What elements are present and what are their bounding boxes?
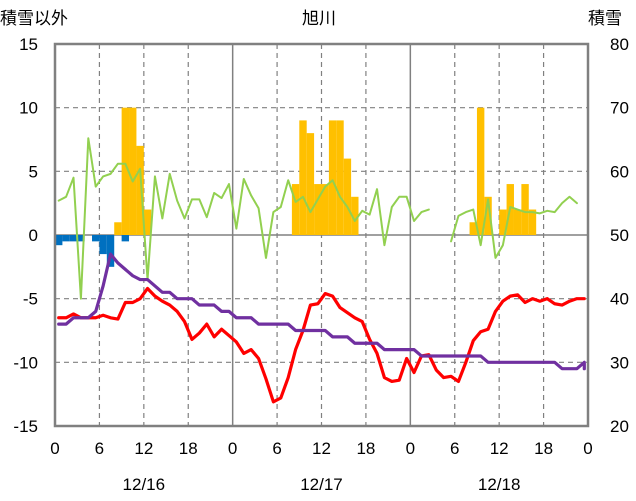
bar-blue-3 xyxy=(77,235,85,242)
left-tick-label: -5 xyxy=(23,290,38,309)
bar-blue-6 xyxy=(99,235,107,255)
right-tick-label: 80 xyxy=(610,35,629,54)
bar-yellow-40 xyxy=(351,196,359,235)
bar-yellow-64 xyxy=(528,209,537,235)
bar-yellow-35 xyxy=(314,184,322,235)
right-tick-label: 50 xyxy=(610,226,629,245)
bar-yellow-10 xyxy=(129,107,137,235)
date-label: 12/17 xyxy=(300,475,343,494)
bar-yellow-12 xyxy=(143,209,152,235)
x-tick-label: 18 xyxy=(179,439,198,458)
left-tick-label: 0 xyxy=(29,226,38,245)
bar-yellow-62 xyxy=(513,209,522,235)
bar-yellow-60 xyxy=(499,209,507,235)
line-purple xyxy=(57,252,586,371)
bar-yellow-8 xyxy=(114,222,122,235)
series-lines xyxy=(57,137,586,404)
x-tick-label: 18 xyxy=(534,439,553,458)
x-tick-label: 18 xyxy=(356,439,375,458)
left-tick-label: 5 xyxy=(29,162,38,181)
x-tick-label: 6 xyxy=(95,439,104,458)
date-label: 12/16 xyxy=(123,475,166,494)
bar-blue-5 xyxy=(92,235,100,242)
x-tick-label: 6 xyxy=(450,439,459,458)
x-tick-label: 0 xyxy=(50,439,59,458)
x-tick-label: 12 xyxy=(134,439,153,458)
bar-yellow-38 xyxy=(336,120,344,235)
chart-title: 旭川 xyxy=(302,9,336,29)
bar-blue-0 xyxy=(55,235,63,246)
right-tick-label: 20 xyxy=(610,417,629,436)
plot-frame xyxy=(53,42,590,428)
left-axis-label: 積雪以外 xyxy=(0,9,68,29)
bar-yellow-9 xyxy=(121,107,130,235)
bar-yellow-58 xyxy=(484,196,492,235)
line-green-1 xyxy=(57,137,430,300)
x-tick-label: 12 xyxy=(312,439,331,458)
line-red xyxy=(57,286,586,404)
bar-yellow-36 xyxy=(321,184,329,235)
date-label: 12/18 xyxy=(478,475,521,494)
left-tick-label: 10 xyxy=(19,99,38,118)
x-tick-label: 12 xyxy=(490,439,509,458)
bar-blue-7 xyxy=(106,235,115,267)
bar-yellow-57 xyxy=(476,107,485,235)
bar-yellow-56 xyxy=(469,222,477,235)
bar-yellow-39 xyxy=(343,158,352,235)
x-tick-label: 0 xyxy=(406,439,415,458)
bar-yellow-11 xyxy=(136,145,144,235)
bar-yellow-33 xyxy=(299,120,307,235)
x-tick-label: 0 xyxy=(583,439,592,458)
right-tick-label: 30 xyxy=(610,353,629,372)
line-green-2 xyxy=(450,195,578,259)
bar-blue-9 xyxy=(121,235,130,242)
left-tick-label: 15 xyxy=(19,35,38,54)
bar-yellow-37 xyxy=(328,120,337,235)
x-tick-label: 6 xyxy=(272,439,281,458)
bar-blue-1 xyxy=(62,235,70,242)
right-tick-label: 70 xyxy=(610,99,629,118)
bar-yellow-34 xyxy=(306,133,315,235)
bar-yellow-63 xyxy=(521,184,529,235)
left-tick-label: -10 xyxy=(13,353,38,372)
left-tick-label: -15 xyxy=(13,417,38,436)
precipitation-bars xyxy=(55,107,537,267)
x-tick-label: 0 xyxy=(228,439,237,458)
right-axis-label: 積雪 xyxy=(588,9,622,29)
bar-blue-2 xyxy=(69,235,78,242)
bar-yellow-32 xyxy=(291,184,300,235)
right-tick-label: 40 xyxy=(610,290,629,309)
right-tick-label: 60 xyxy=(610,162,629,181)
